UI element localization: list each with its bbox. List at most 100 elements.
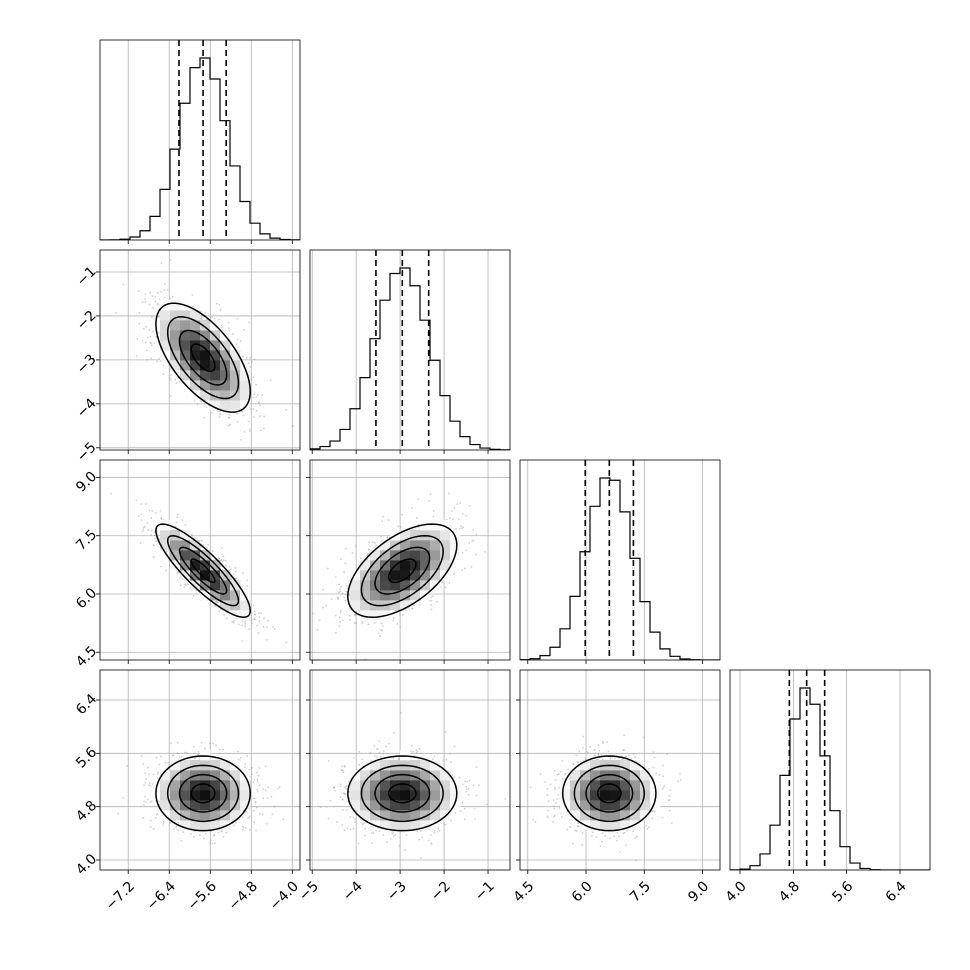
- scatter-point: [204, 747, 206, 750]
- scatter-point: [351, 552, 354, 554]
- contour-4: [155, 523, 251, 619]
- scatter-point: [253, 393, 256, 396]
- scatter-point: [367, 548, 370, 551]
- density-cell: [450, 540, 461, 551]
- scatter-point: [227, 321, 230, 324]
- density-cell: [420, 570, 431, 581]
- density-cell: [200, 320, 211, 331]
- density-cell: [380, 590, 391, 601]
- scatter-point: [255, 806, 258, 809]
- scatter-point: [460, 525, 462, 528]
- density-cell: [230, 350, 241, 361]
- density-cell: [200, 390, 211, 401]
- scatter-point: [344, 562, 347, 565]
- scatter-point: [135, 499, 138, 502]
- scatter-point: [212, 742, 215, 745]
- scatter-point: [377, 632, 380, 635]
- scatter-point: [246, 585, 249, 588]
- scatter-point: [155, 540, 158, 543]
- scatter-point: [144, 795, 146, 798]
- scatter-point: [153, 342, 156, 345]
- scatter-point: [399, 625, 402, 628]
- scatter-point: [401, 513, 403, 516]
- density-cell: [430, 530, 441, 541]
- scatter-point: [232, 333, 234, 335]
- density-cell: [400, 600, 411, 611]
- scatter-point: [256, 409, 258, 412]
- scatter-point: [337, 598, 340, 600]
- scatter-point: [237, 758, 240, 761]
- density-cell: [400, 540, 411, 551]
- scatter-point: [468, 542, 471, 544]
- scatter-point: [256, 790, 259, 793]
- scatter-point: [150, 357, 152, 360]
- scatter-point: [139, 542, 142, 544]
- density-cell: [370, 570, 381, 581]
- scatter-point: [258, 616, 261, 618]
- density-cell: [200, 380, 211, 391]
- scatter-point: [411, 607, 414, 610]
- scatter-point: [461, 527, 464, 530]
- density-cell: [370, 590, 381, 601]
- density-cell: [190, 310, 201, 321]
- density-cell: [430, 560, 441, 571]
- scatter-point: [225, 831, 228, 834]
- scatter-point: [155, 336, 158, 338]
- scatter-point: [223, 613, 225, 616]
- scatter-point: [326, 567, 329, 570]
- scatter-point: [398, 613, 401, 616]
- scatter-point: [177, 821, 179, 824]
- density-cell: [190, 360, 201, 371]
- scatter-point: [249, 357, 252, 359]
- scatter-point: [169, 379, 172, 382]
- scatter-point: [459, 502, 462, 504]
- density-cell: [440, 530, 451, 541]
- scatter-point: [154, 534, 157, 537]
- scatter-point: [344, 599, 347, 602]
- contour-3: [166, 316, 240, 400]
- scatter-point: [208, 742, 211, 745]
- scatter-point: [217, 831, 220, 834]
- panel-2-1: [306, 459, 511, 664]
- scatter-point: [185, 752, 188, 754]
- scatter-point: [162, 820, 165, 823]
- scatter-point: [126, 765, 128, 767]
- density-cell: [160, 530, 171, 541]
- scatter-point: [148, 781, 151, 784]
- density-cell: [240, 390, 251, 401]
- scatter-point: [176, 571, 179, 574]
- density-cell: [360, 580, 371, 591]
- panel-frame: [99, 459, 301, 661]
- scatter-point: [135, 355, 138, 357]
- scatter-point: [468, 504, 471, 507]
- density-cell: [220, 400, 231, 411]
- scatter-point: [163, 289, 166, 292]
- scatter-point: [312, 612, 315, 615]
- scatter-point: [236, 317, 239, 320]
- density-cell: [240, 380, 251, 391]
- panel-3-0: [96, 669, 301, 874]
- scatter-point: [247, 362, 250, 364]
- scatter-point: [169, 374, 171, 377]
- scatter-point: [169, 297, 172, 300]
- scatter-point: [148, 303, 151, 306]
- scatter-point: [227, 416, 230, 419]
- scatter-point: [207, 543, 210, 546]
- scatter-point: [250, 619, 252, 622]
- density-cell: [180, 340, 191, 351]
- scatter-point: [339, 588, 341, 590]
- contour-2: [178, 329, 228, 386]
- scatter-point: [163, 283, 166, 285]
- scatter-point: [177, 371, 180, 374]
- scatter-point: [248, 321, 251, 324]
- panel-content: [520, 460, 720, 660]
- scatter-point: [169, 395, 172, 398]
- panel-content: [312, 492, 486, 660]
- scatter-point: [211, 550, 214, 552]
- scatter-point: [246, 817, 249, 819]
- scatter-point: [236, 412, 239, 415]
- density-cell: [200, 370, 211, 381]
- density-cell: [170, 330, 181, 341]
- density-cell: [370, 550, 381, 561]
